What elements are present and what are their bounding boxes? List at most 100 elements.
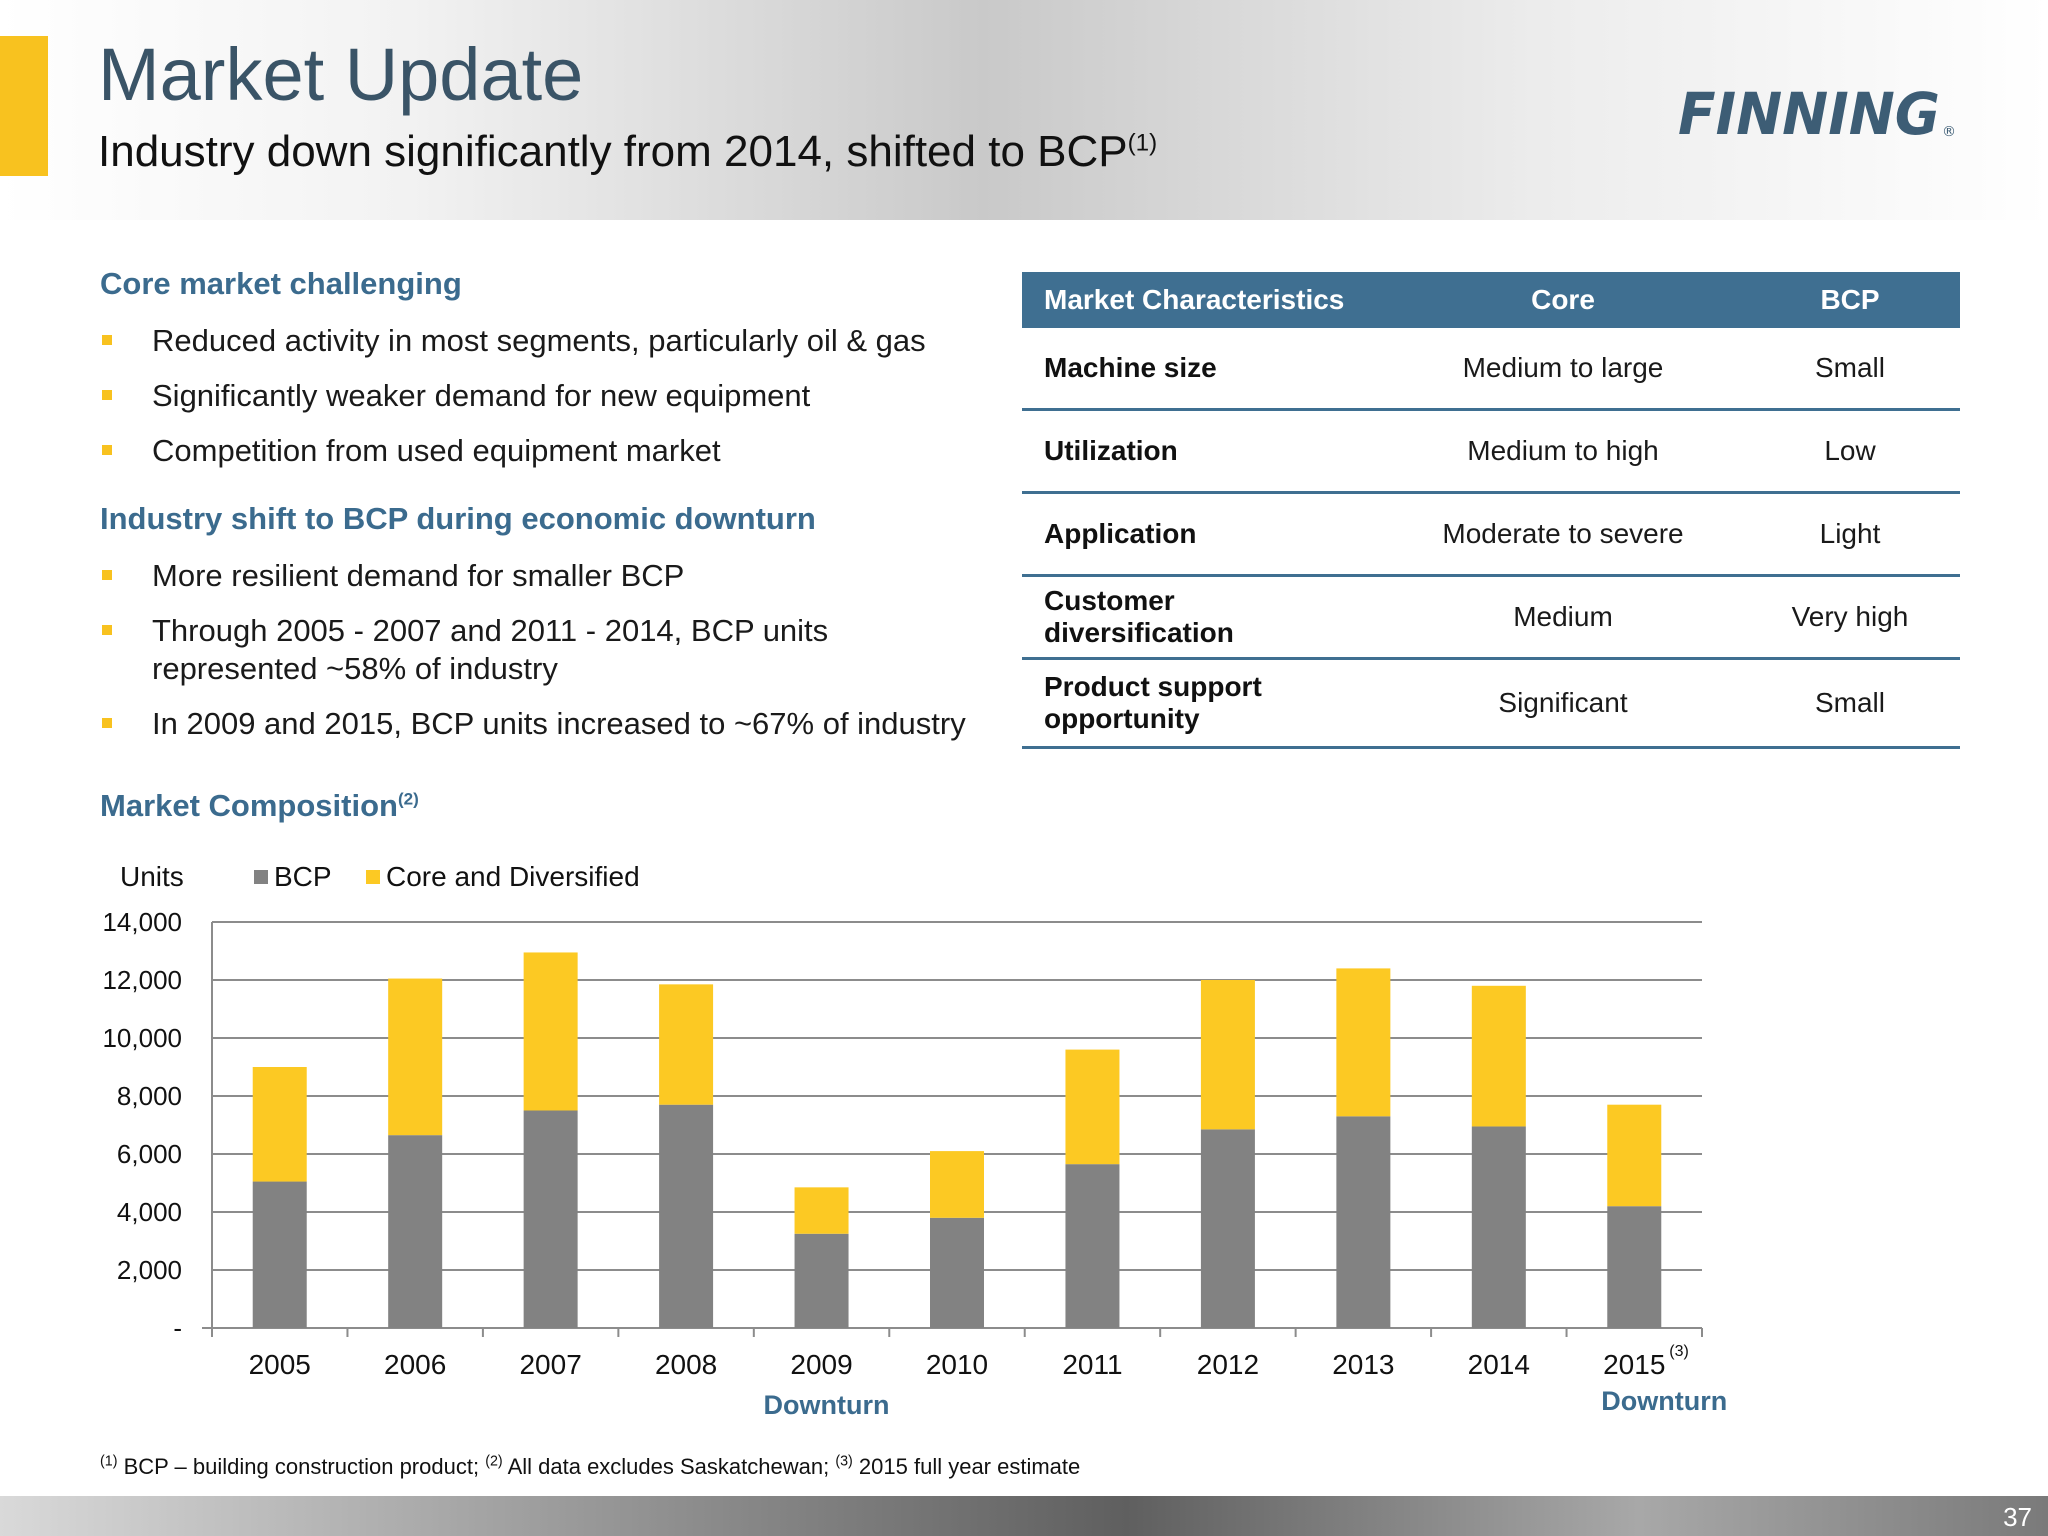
x-tick-label: 2014: [1468, 1349, 1530, 1380]
bullet-square-icon: [102, 445, 112, 455]
bar-bcp-2011: [1065, 1164, 1120, 1328]
table-cell: Small: [1740, 658, 1960, 749]
footnote: (1) BCP – building construction product;…: [100, 1453, 1081, 1479]
table-row: Machine size Medium to large Small: [1022, 328, 1960, 411]
bar-bcp-2012: [1200, 1129, 1255, 1328]
x-tick-label: 2013: [1332, 1349, 1394, 1380]
list-item: Through 2005 - 2007 and 2011 - 2014, BCP…: [100, 612, 912, 688]
subtitle-footnote-ref: (1): [1127, 129, 1158, 157]
logo-wordmark: FINNING: [1678, 84, 1940, 142]
chart-section-heading: Market Composition(2): [100, 788, 419, 823]
legend-swatch: [254, 870, 268, 884]
x-tick-label: 2015: [1603, 1349, 1665, 1380]
page-title: Market Update: [98, 33, 584, 116]
x-tick-label: 2006: [384, 1349, 446, 1380]
table-cell: Utilization: [1022, 409, 1386, 494]
legend-label: BCP: [274, 861, 332, 892]
list-item: Significantly weaker demand for new equi…: [100, 377, 1000, 415]
y-tick-label: 4,000: [117, 1197, 182, 1227]
bullet-square-icon: [102, 390, 112, 400]
list-item: Competition from used equipment market: [100, 432, 1000, 470]
bar-core-and-diversified-2006: [388, 978, 443, 1136]
table-header-cell: BCP: [1740, 272, 1960, 328]
y-tick-label: 14,000: [102, 907, 182, 937]
y-tick-label: -: [173, 1313, 182, 1343]
header-band: [0, 0, 2048, 220]
table-cell: Very high: [1740, 575, 1960, 660]
page-number: 37: [2003, 1502, 2032, 1532]
table-header-cell: Market Characteristics: [1022, 272, 1386, 328]
table-row: Application Moderate to severe Light: [1022, 492, 1960, 577]
bullet-square-icon: [102, 718, 112, 728]
y-tick-label: 6,000: [117, 1139, 182, 1169]
bar-core-and-diversified-2012: [1200, 980, 1255, 1130]
x-tick-label: 2011: [1062, 1349, 1122, 1380]
y-axis-title: Units: [120, 861, 184, 892]
bar-core-and-diversified-2015: [1607, 1104, 1662, 1207]
bar-bcp-2013: [1336, 1116, 1391, 1328]
bar-bcp-2010: [930, 1217, 984, 1328]
table-row: Product support opportunity Significant …: [1022, 658, 1960, 749]
logo-registered-mark: ®: [1942, 124, 1956, 140]
x-tick-label: 2012: [1197, 1349, 1259, 1380]
table-cell: Small: [1740, 328, 1960, 411]
chart-heading-footnote-ref: (2): [397, 789, 419, 809]
bullet-square-icon: [102, 570, 112, 580]
finning-logo: FINNING ®: [1678, 80, 1962, 148]
bar-bcp-2014: [1471, 1126, 1526, 1328]
bar-core-and-diversified-2007: [523, 952, 578, 1111]
x-tick-label: 2007: [519, 1349, 581, 1380]
table-cell: Medium to high: [1386, 409, 1740, 494]
table-header-cell: Core: [1386, 272, 1740, 328]
table-cell: Medium: [1386, 575, 1740, 660]
shift-bullet-list: More resilient demand for smaller BCP Th…: [100, 557, 980, 760]
downturn-annotation: Downturn: [1601, 1386, 1727, 1416]
list-item: In 2009 and 2015, BCP units increased to…: [100, 705, 980, 743]
market-composition-chart: - 2,000 4,000 6,000 8,000 10,000 12,000 14,000 U…: [102, 861, 1727, 1420]
table-cell: Significant: [1386, 658, 1740, 749]
list-item: More resilient demand for smaller BCP: [100, 557, 980, 595]
downturn-annotation: Downturn: [764, 1390, 890, 1420]
bar-bcp-2009: [794, 1233, 849, 1328]
bullet-square-icon: [102, 625, 112, 635]
x-tick-footnote-ref: (3): [1669, 1343, 1689, 1360]
bullet-square-icon: [102, 335, 112, 345]
x-tick-label: 2010: [926, 1349, 988, 1380]
bar-core-and-diversified-2008: [659, 984, 714, 1105]
core-bullet-list: Reduced activity in most segments, parti…: [100, 322, 1000, 487]
table-cell: Customer diversification: [1022, 575, 1386, 660]
list-item: Reduced activity in most segments, parti…: [100, 322, 1000, 360]
table-row: Utilization Medium to high Low: [1022, 409, 1960, 494]
table-cell: Product support opportunity: [1022, 658, 1386, 749]
section-heading-shift: Industry shift to BCP during economic do…: [100, 501, 816, 536]
bar-bcp-2007: [523, 1110, 578, 1328]
market-characteristics-table: Market Characteristics Core BCP Machine …: [1022, 272, 1960, 749]
footer-bar: 37: [0, 1496, 2048, 1536]
y-tick-label: 8,000: [117, 1081, 182, 1111]
header-accent-bar: [0, 36, 48, 176]
bar-core-and-diversified-2005: [252, 1067, 307, 1182]
subtitle-text: Industry down significantly from 2014, s…: [98, 127, 1128, 176]
table-cell: Low: [1740, 409, 1960, 494]
table-cell: Medium to large: [1386, 328, 1740, 411]
table-cell: Light: [1740, 492, 1960, 577]
bar-bcp-2015: [1607, 1206, 1662, 1328]
x-tick-label: 2009: [790, 1349, 852, 1380]
y-tick-label: 10,000: [102, 1023, 182, 1053]
legend-swatch: [366, 870, 380, 884]
bar-bcp-2006: [388, 1135, 443, 1328]
y-tick-label: 2,000: [117, 1255, 182, 1285]
page-subtitle: Industry down significantly from 2014, s…: [98, 127, 1158, 176]
table-row: Customer diversification Medium Very hig…: [1022, 575, 1960, 660]
bar-core-and-diversified-2013: [1336, 968, 1391, 1117]
bar-bcp-2005: [252, 1181, 307, 1328]
table-cell: Moderate to severe: [1386, 492, 1740, 577]
table-cell: Machine size: [1022, 328, 1386, 411]
y-tick-label: 12,000: [102, 965, 182, 995]
bar-core-and-diversified-2010: [930, 1151, 984, 1218]
section-heading-core: Core market challenging: [100, 266, 462, 301]
x-tick-label: 2005: [249, 1349, 311, 1380]
legend-label: Core and Diversified: [386, 861, 640, 892]
bar-core-and-diversified-2014: [1471, 985, 1526, 1127]
bar-bcp-2008: [659, 1104, 714, 1328]
